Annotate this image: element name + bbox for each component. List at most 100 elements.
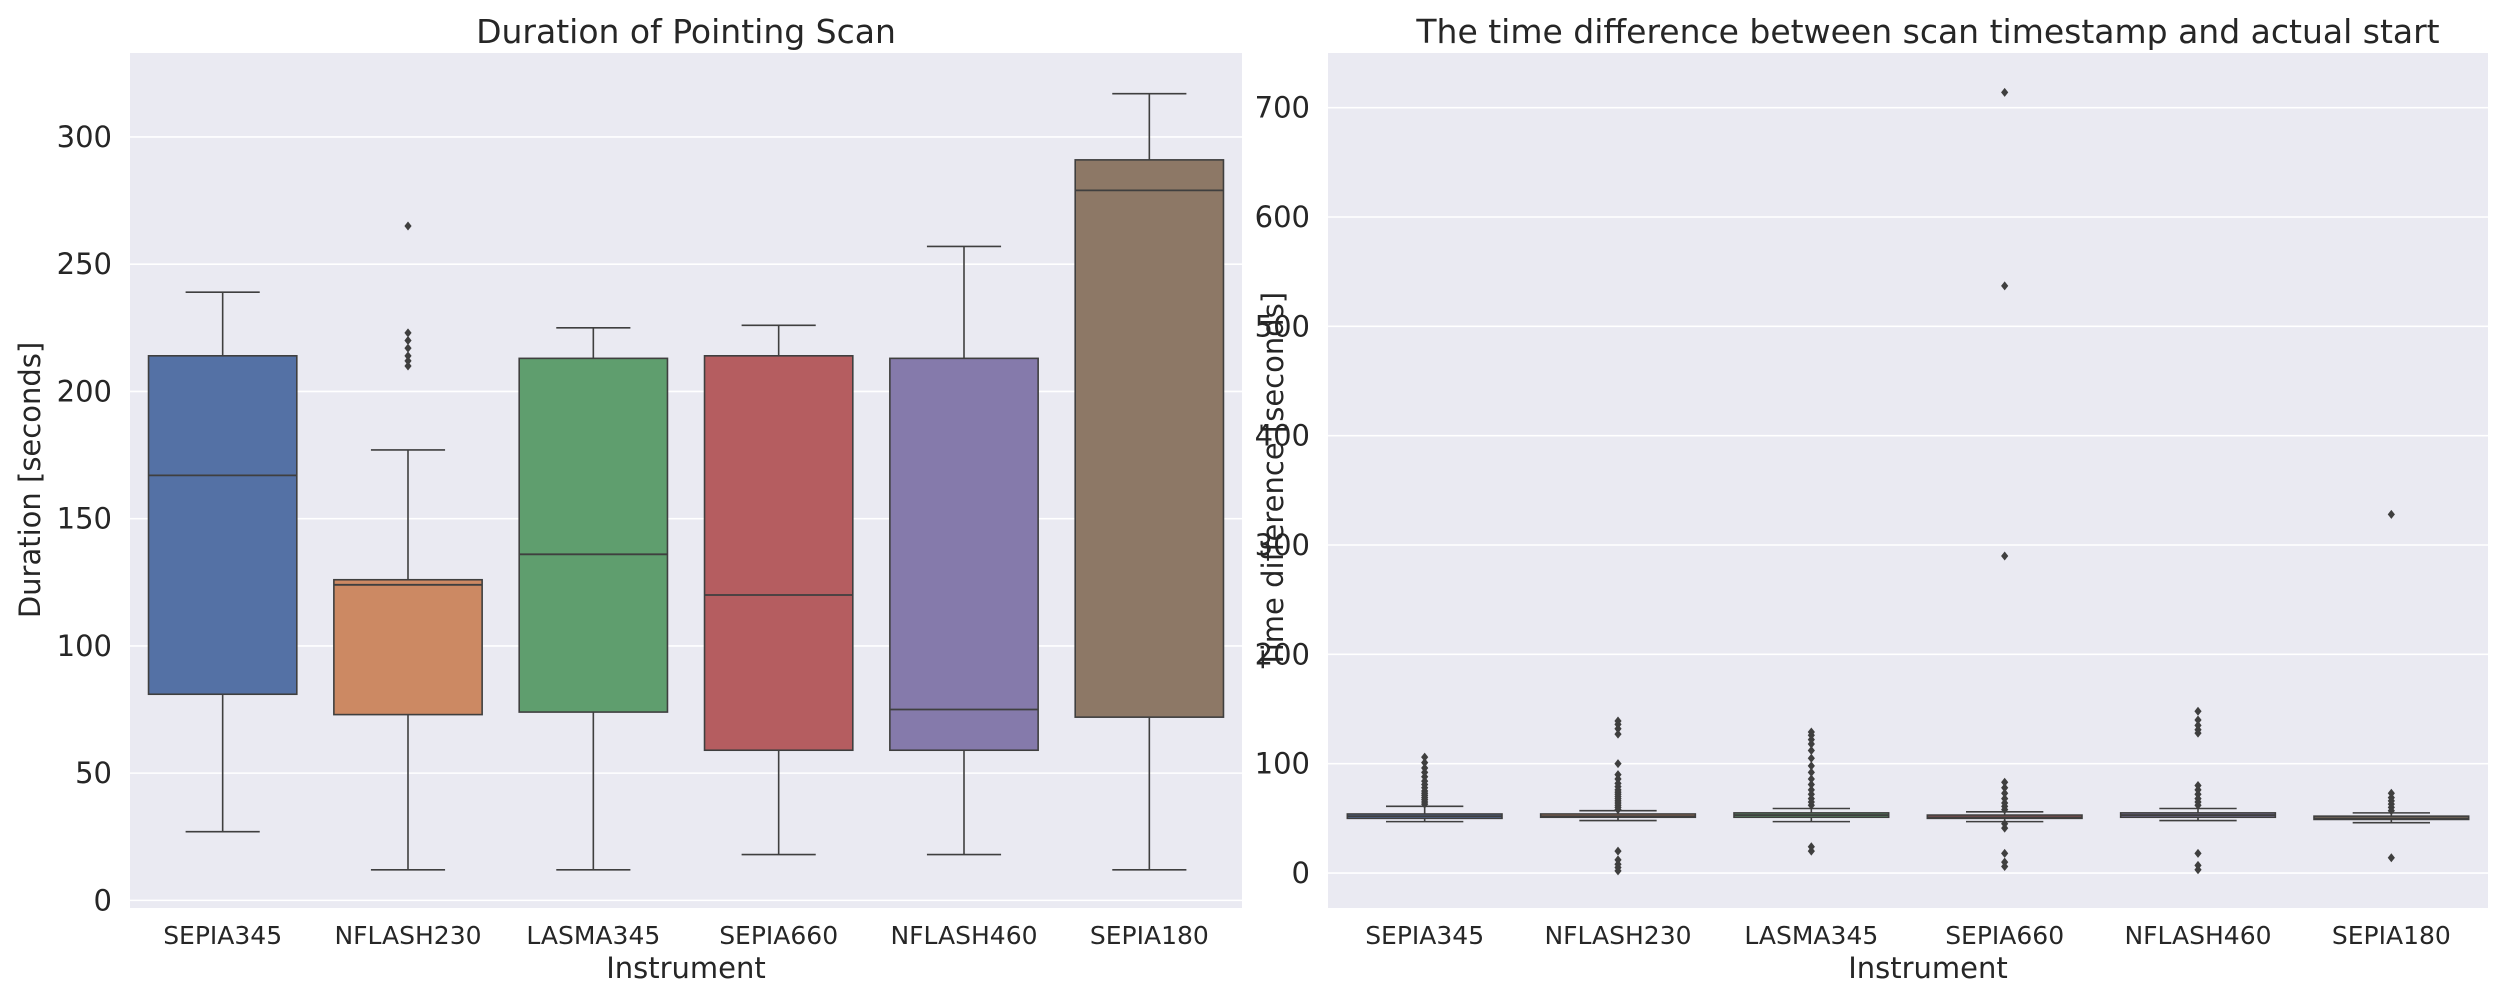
box-right-sepia660: [1926, 87, 2083, 871]
y-axis-label-left: Duration [seconds]: [13, 342, 47, 618]
outlier-point: [404, 343, 412, 353]
outlier-point: [2001, 848, 2009, 858]
outlier-point: [1421, 763, 1429, 773]
x-tick-label-left-lasma345: LASMA345: [526, 921, 660, 950]
y-tick-label-right-300: 300: [1255, 528, 1310, 562]
y-tick-label-left-0: 0: [94, 883, 112, 917]
y-tick-label-left-100: 100: [57, 629, 112, 663]
outlier-point: [1807, 727, 1815, 737]
x-tick-label-right-sepia180: SEPIA180: [2332, 921, 2451, 950]
outlier-point: [2001, 788, 2009, 798]
box-left-nflash230: [333, 221, 483, 871]
outlier-point: [404, 356, 412, 366]
x-axis-label-left: Instrument: [606, 951, 766, 985]
y-tick-label-right-500: 500: [1255, 309, 1310, 343]
y-tick-label-right-600: 600: [1255, 200, 1310, 234]
outlier-point: [1807, 767, 1815, 777]
outlier-point: [404, 361, 412, 371]
outlier-point: [1421, 758, 1429, 768]
box-left-sepia345: [147, 291, 298, 833]
outlier-point: [2194, 781, 2202, 791]
outlier-point: [1614, 759, 1622, 769]
box-body: [518, 357, 669, 713]
outlier-point: [1807, 746, 1815, 756]
outlier-point: [1807, 842, 1815, 852]
plot-area-right: [1328, 53, 2488, 908]
chart-left: 0 50 100 150 200 250 300 SEPIA345 NFLASH230 LASM…: [13, 12, 1242, 985]
y-axis-label-right: Time difference [seconds]: [1256, 292, 1290, 669]
outlier-point: [2387, 788, 2395, 798]
x-tick-label-right-nflash460: NFLASH460: [2124, 921, 2271, 950]
chart-right: 0 100 200 300 400 500 600 700 SEPIA345 NFLASH230…: [1255, 12, 2488, 985]
outlier-point: [2001, 794, 2009, 804]
box-right-sepia345: [1346, 752, 1503, 823]
x-tick-label-left-nflash230: NFLASH230: [334, 921, 481, 950]
box-right-sepia180: [2313, 509, 2470, 863]
box-right-nflash460: [2119, 706, 2277, 875]
outlier-point: [2001, 777, 2009, 787]
box-body: [333, 578, 483, 716]
x-tick-label-left-sepia660: SEPIA660: [719, 921, 838, 950]
x-axis-label-right: Instrument: [1848, 951, 2008, 985]
x-tick-label-right-lasma345: LASMA345: [1744, 921, 1878, 950]
outlier-point: [2001, 551, 2009, 561]
outlier-point: [1807, 761, 1815, 771]
x-tick-label-right-sepia660: SEPIA660: [1945, 921, 2064, 950]
y-tick-label-left-200: 200: [57, 374, 112, 408]
outlier-point: [1614, 855, 1622, 865]
outlier-point: [404, 351, 412, 361]
x-tick-label-left-sepia345: SEPIA345: [163, 921, 282, 950]
outlier-point: [404, 221, 412, 231]
chart-title-left: Duration of Pointing Scan: [476, 12, 896, 51]
box-right-nflash230: [1539, 716, 1697, 876]
y-tick-label-right-100: 100: [1255, 747, 1310, 781]
box-left-nflash460: [889, 245, 1039, 856]
y-tick-label-left-50: 50: [75, 756, 112, 790]
box-body: [1074, 159, 1225, 718]
outlier-point: [404, 328, 412, 338]
outlier-point: [2001, 783, 2009, 793]
y-tick-label-right-0: 0: [1292, 856, 1310, 890]
outlier-point: [2001, 857, 2009, 867]
box-left-sepia660: [703, 324, 854, 856]
box-body: [147, 355, 298, 696]
outlier-point: [2194, 720, 2202, 730]
outlier-point: [1421, 752, 1429, 762]
x-tick-label-left-sepia180: SEPIA180: [1090, 921, 1209, 950]
box-right-lasma345: [1733, 727, 1890, 856]
box-body: [889, 357, 1039, 752]
outlier-point: [2194, 860, 2202, 870]
outlier-point: [2194, 715, 2202, 725]
y-tick-label-left-150: 150: [57, 502, 112, 536]
outlier-point: [1614, 846, 1622, 856]
box-left-lasma345: [518, 327, 669, 871]
outlier-point: [1614, 770, 1622, 780]
plot-area-left: [130, 53, 1242, 908]
outlier-point: [2194, 848, 2202, 858]
x-tick-label-right-nflash230: NFLASH230: [1544, 921, 1691, 950]
y-tick-label-right-200: 200: [1255, 637, 1310, 671]
box-left-sepia180: [1074, 92, 1225, 871]
x-tick-label-left-nflash460: NFLASH460: [890, 921, 1037, 950]
y-tick-label-right-400: 400: [1255, 419, 1310, 453]
outlier-point: [2194, 706, 2202, 716]
outlier-point: [1807, 779, 1815, 789]
outlier-point: [1614, 729, 1622, 739]
box-body: [703, 355, 854, 752]
outlier-point: [2387, 509, 2395, 519]
outlier-point: [1807, 785, 1815, 795]
x-tick-label-right-sepia345: SEPIA345: [1365, 921, 1484, 950]
outlier-point: [2001, 281, 2009, 291]
y-tick-label-left-250: 250: [57, 247, 112, 281]
y-tick-label-right-700: 700: [1255, 91, 1310, 125]
outlier-point: [2001, 87, 2009, 97]
y-tick-label-left-300: 300: [57, 120, 112, 154]
outlier-point: [1807, 753, 1815, 763]
outlier-point: [2001, 819, 2009, 829]
outlier-point: [2387, 853, 2395, 863]
chart-title-right: The time difference between scan timesta…: [1415, 12, 2439, 51]
outlier-point: [1614, 716, 1622, 726]
outlier-point: [404, 336, 412, 346]
